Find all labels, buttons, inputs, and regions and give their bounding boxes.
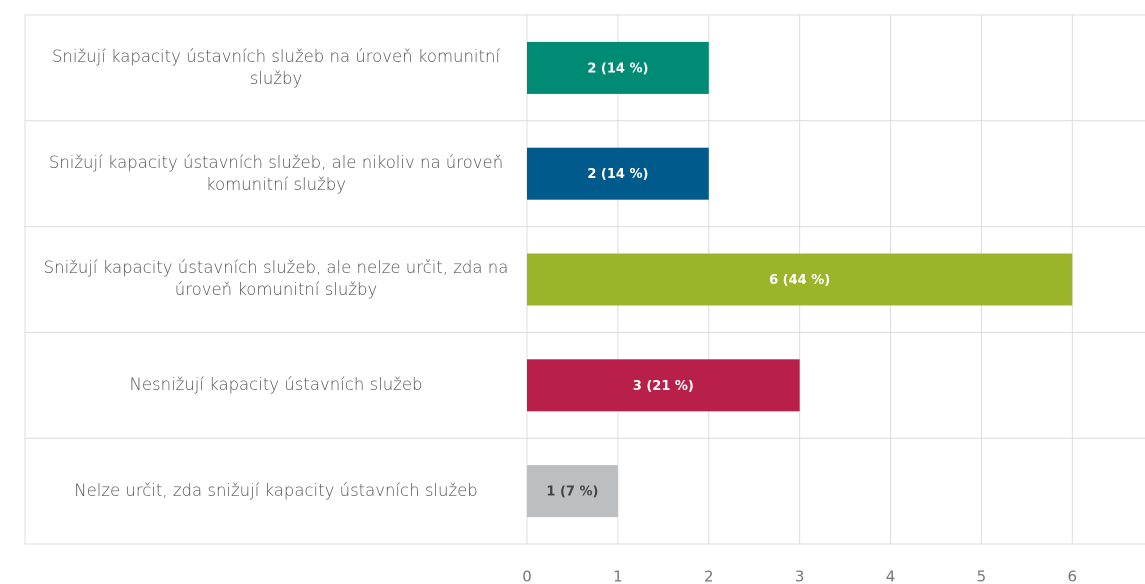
bar — [527, 147, 709, 200]
category-label: Snižují kapacity ústavních služeb, ale n… — [43, 258, 509, 300]
value-label: 3 (21 %) — [633, 379, 694, 394]
bar — [527, 359, 800, 412]
x-tick-label: 6 — [1068, 568, 1078, 584]
category-label-box: Nelze určit, zda snižují kapacity ústavn… — [30, 438, 522, 544]
x-tick-label: 3 — [795, 568, 805, 584]
category-label: Nelze určit, zda snižují kapacity ústavn… — [74, 481, 478, 501]
x-tick-label: 4 — [886, 568, 896, 584]
value-label: 2 (14 %) — [587, 167, 648, 182]
bar — [527, 253, 1073, 306]
category-label: Snižují kapacity ústavních služeb, ale n… — [48, 152, 504, 194]
category-label-box: Snižují kapacity ústavních služeb na úro… — [30, 15, 522, 121]
bar — [527, 41, 709, 94]
x-tick-label: 5 — [977, 568, 987, 584]
category-label-box: Nesnižují kapacity ústavních služeb — [30, 332, 522, 438]
category-label-box: Snižují kapacity ústavních služeb, ale n… — [30, 121, 522, 227]
x-tick-label: 1 — [613, 568, 623, 584]
x-tick-label: 0 — [522, 568, 532, 584]
category-label-box: Snižují kapacity ústavních služeb, ale n… — [30, 227, 522, 333]
value-label: 6 (44 %) — [769, 273, 830, 288]
category-label: Nesnižují kapacity ústavních služeb — [129, 375, 423, 395]
value-label: 1 (7 %) — [546, 485, 598, 500]
x-tick-label: 2 — [704, 568, 714, 584]
value-label: 2 (14 %) — [587, 61, 648, 76]
bar — [527, 465, 618, 518]
category-label: Snižují kapacity ústavních služeb na úro… — [51, 46, 501, 88]
